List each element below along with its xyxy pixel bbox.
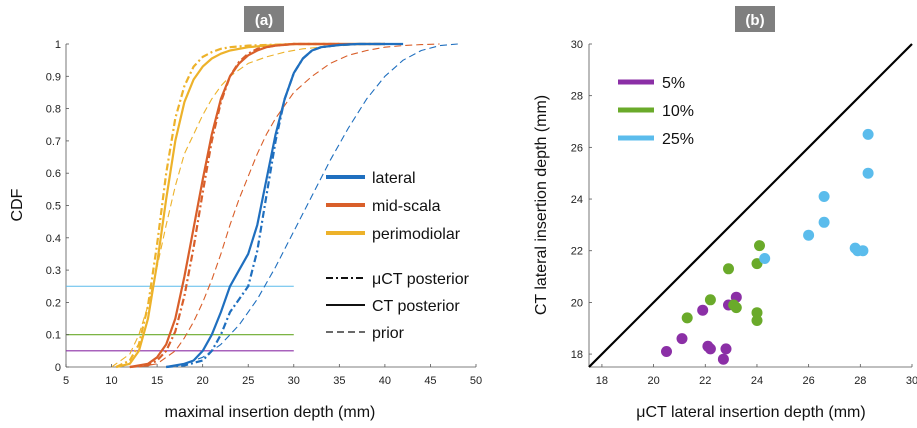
panel-b-y-tick-label: 26	[571, 142, 583, 154]
scatter-point-5pct	[661, 346, 672, 357]
scatter-point-25pct	[759, 253, 771, 264]
curve-lateral-solid	[166, 42, 404, 369]
scatter-point-25pct	[857, 245, 869, 257]
panel-a-y-tick-label: 0	[55, 362, 61, 374]
panel-a-legend: lateral mid-scala perimodiolar μCT poste…	[326, 170, 470, 342]
scatter-point-25pct	[803, 229, 815, 241]
panel-b-x-tick-label: 26	[803, 375, 815, 387]
panel-b-y-ticks: 18 20 22 24 26 28 30	[571, 39, 592, 361]
scatter-point-25pct	[862, 167, 874, 179]
legend-label-prior: prior	[372, 325, 405, 342]
panel-b-y-tick-label: 24	[571, 194, 583, 206]
panel-a-x-tick-label: 30	[288, 375, 300, 387]
panel-a-y-tick-label: 0.7	[46, 136, 61, 148]
legend-label-mid-scala: mid-scala	[372, 198, 441, 215]
panel-b-tag: (b)	[745, 12, 764, 29]
scatter-point-10pct	[751, 307, 763, 319]
panel-b-scatter-chart: (b) 18 20 22 24 26 28 30 18 20 22 24 26 28 30 μCT la…	[533, 6, 917, 421]
panel-b-y-tick-label: 18	[571, 349, 583, 361]
panel-a-cdf-chart: (a) 5 10 15 20 25 30 35 40 45 50 0 0.1 0.2 0.3 0.4 0.5…	[9, 6, 482, 421]
panel-a-x-tick-label: 5	[63, 375, 69, 387]
panel-b-y-tick-label: 20	[571, 297, 583, 309]
scatter-point-5pct	[720, 343, 732, 355]
panel-a-y-tick-label: 0.4	[46, 233, 61, 245]
panel-b-x-tick-label: 18	[596, 375, 608, 387]
scatter-point-5pct	[676, 333, 688, 345]
panel-a-y-tick-label: 0.2	[46, 297, 61, 309]
scatter-point-10pct	[730, 302, 742, 314]
panel-b-legend: 5% 10% 25%	[618, 75, 694, 148]
scatter-point-25pct	[818, 216, 830, 228]
legend-label-5pct: 5%	[662, 75, 685, 92]
panel-a-x-tick-label: 35	[333, 375, 345, 387]
scatter-point-10pct	[704, 294, 716, 306]
panel-b-y-tick-label: 22	[571, 246, 583, 258]
curve-perimodiolar-dashed	[111, 43, 385, 368]
panel-b-tag-box	[735, 6, 775, 32]
panel-b-x-axis-label: μCT lateral insertion depth (mm)	[636, 404, 865, 421]
legend-label-lateral: lateral	[372, 170, 416, 187]
panel-a-x-ticks: 5 10 15 20 25 30 35 40 45 50	[63, 364, 482, 387]
panel-a-y-axis-label: CDF	[9, 188, 26, 221]
legend-label-uct-posterior: μCT posterior	[372, 271, 470, 288]
legend-label-perimodiolar: perimodiolar	[372, 226, 461, 243]
curve-lateral-dashed	[166, 43, 458, 368]
scatter-point-25pct	[818, 191, 830, 202]
panel-a-curves	[111, 42, 458, 369]
panel-b-identity-line	[588, 43, 913, 368]
panel-a-x-tick-label: 25	[242, 375, 254, 387]
panel-a-y-tick-label: 0.3	[46, 265, 61, 277]
curve-mid-scala-dashed	[138, 43, 440, 368]
panel-a-x-tick-label: 10	[105, 375, 117, 387]
panel-a-y-tick-label: 0.8	[46, 104, 61, 116]
panel-b-points	[661, 128, 874, 365]
legend-label-25pct: 25%	[662, 131, 694, 148]
scatter-point-5pct	[697, 304, 709, 316]
panel-a-x-axis-label: maximal insertion depth (mm)	[165, 404, 376, 421]
scatter-point-10pct	[754, 240, 765, 252]
panel-b-x-tick-label: 24	[751, 375, 763, 387]
panel-b-x-tick-label: 28	[854, 375, 866, 387]
panel-b-axes	[588, 44, 912, 368]
panel-a-x-tick-label: 45	[424, 375, 436, 387]
panel-a-x-tick-label: 20	[197, 375, 209, 387]
curve-mid-scala-dashdot	[129, 42, 340, 369]
panel-a-x-tick-label: 40	[379, 375, 391, 387]
legend-label-ct-posterior: CT posterior	[372, 298, 460, 315]
curve-mid-scala-solid	[129, 42, 385, 369]
panel-a-y-tick-label: 1	[55, 39, 61, 51]
scatter-point-10pct	[723, 263, 734, 275]
panel-a-tag-box	[244, 6, 284, 32]
panel-a-y-tick-label: 0.9	[46, 71, 61, 83]
scatter-point-5pct	[704, 343, 716, 355]
scatter-point-5pct	[717, 353, 729, 365]
panel-b-x-tick-label: 22	[699, 375, 711, 387]
panel-b-y-tick-label: 28	[571, 91, 583, 103]
panel-b-y-tick-label: 30	[571, 39, 583, 51]
panel-a-y-tick-label: 0.5	[46, 201, 61, 213]
panel-a-y-tick-label: 0.1	[46, 330, 61, 342]
panel-b-x-tick-label: 20	[647, 375, 659, 387]
panel-b-x-tick-label: 30	[906, 375, 917, 387]
identity-line	[588, 43, 913, 368]
scatter-point-10pct	[681, 312, 693, 324]
panel-b-y-axis-label: CT lateral insertion depth (mm)	[533, 95, 550, 315]
legend-label-10pct: 10%	[662, 103, 694, 120]
scatter-point-10pct	[751, 315, 763, 326]
panel-a-y-ticks: 0 0.1 0.2 0.3 0.4 0.5 0.6 0.7 0.8 0.9 1	[46, 39, 69, 374]
panel-a-x-tick-label: 15	[151, 375, 163, 387]
panel-a-y-tick-label: 0.6	[46, 168, 61, 180]
panel-a-x-tick-label: 50	[470, 375, 482, 387]
panel-a-threshold-lines	[66, 285, 294, 352]
panel-b-x-ticks: 18 20 22 24 26 28 30	[596, 364, 917, 387]
panel-a-tag: (a)	[255, 12, 273, 29]
scatter-point-25pct	[862, 128, 874, 140]
